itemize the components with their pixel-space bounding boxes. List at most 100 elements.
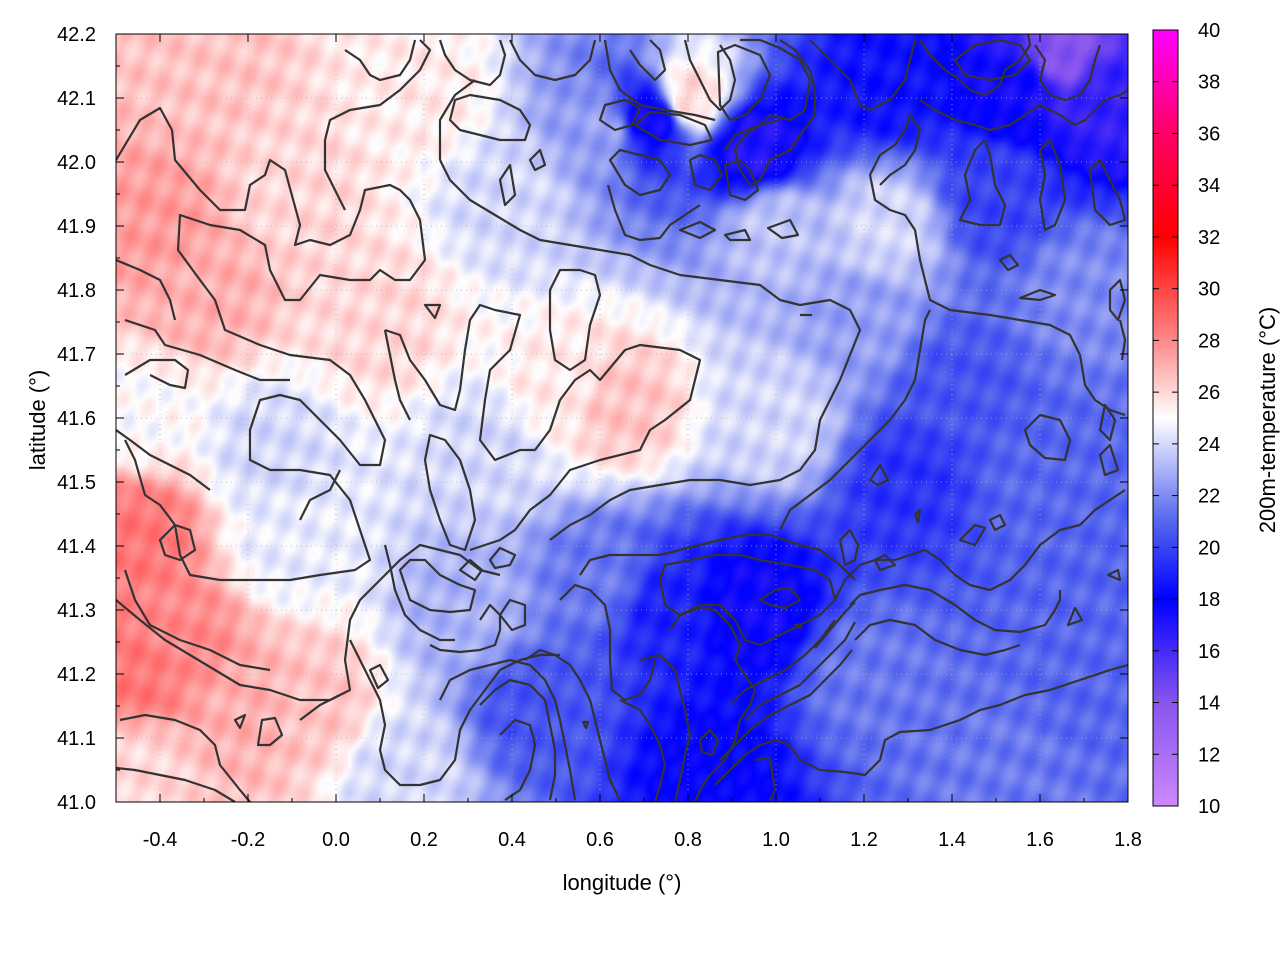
y-axis-label: latitude (°) — [25, 370, 50, 471]
contour-line — [1023, 413, 1072, 462]
contour-line — [723, 158, 760, 202]
contour-line — [608, 148, 672, 197]
contour-line — [766, 218, 800, 240]
contour-line — [524, 648, 621, 801]
contour-line — [838, 528, 860, 567]
contour-line — [698, 728, 720, 757]
y-axis-tick-labels: 41.0 41.1 41.2 41.3 41.4 41.5 41.6 41.7 41.8 41.9… — [57, 24, 96, 814]
contour-line — [953, 38, 1032, 82]
contour-line — [598, 98, 642, 132]
y-tick-label: 42.0 — [57, 152, 96, 174]
contour-line — [988, 513, 1007, 532]
contour-line — [729, 619, 836, 706]
contour-line — [683, 39, 737, 112]
x-tick-label: -0.4 — [143, 829, 177, 851]
contour-line — [116, 543, 501, 702]
contour-line — [1098, 443, 1120, 477]
contour-line — [423, 433, 477, 552]
contour-line — [606, 184, 701, 242]
colorbar-tick-label: 38 — [1198, 72, 1220, 94]
contour-line — [958, 523, 987, 547]
contour-line — [619, 699, 667, 802]
x-tick-label: 0.6 — [586, 829, 614, 851]
contour-line — [116, 429, 211, 491]
y-tick-label: 41.2 — [57, 664, 96, 686]
y-tick-label: 41.1 — [57, 728, 96, 750]
x-tick-label: 1.4 — [938, 829, 966, 851]
x-axis-tick-labels: -0.4 -0.2 0.0 0.2 0.4 0.6 0.8 1.0 1.2 1.4 1.6 1.8 — [143, 829, 1142, 851]
contour-line — [528, 148, 547, 172]
contour-line — [123, 569, 271, 672]
colorbar-tick-label: 18 — [1198, 589, 1220, 611]
x-axis-label: longitude (°) — [563, 870, 682, 895]
contour-line — [448, 93, 532, 142]
contour-line — [383, 329, 411, 421]
contour-line — [1098, 403, 1117, 442]
contour-line — [658, 553, 837, 647]
contour-line — [498, 598, 527, 632]
colorbar-tick-label: 12 — [1198, 744, 1220, 766]
contour-line — [1118, 319, 1127, 361]
y-tick-label: 41.5 — [57, 472, 96, 494]
contour-line — [958, 138, 1007, 227]
contour-line — [809, 39, 917, 112]
contour-line — [868, 463, 890, 487]
colorbar-tick-label: 22 — [1198, 486, 1220, 508]
contour-line — [849, 583, 1062, 634]
contour-line — [323, 39, 432, 141]
contour-line — [344, 39, 417, 82]
colorbar-tick-labels: 10 12 14 16 18 20 22 24 26 28 30 32 34 36 38 40 — [1198, 20, 1220, 818]
y-tick-label: 41.8 — [57, 280, 96, 302]
contour-line — [124, 318, 290, 382]
contour-line — [124, 358, 190, 390]
colorbar-gradient — [1152, 29, 1179, 807]
contour-line — [158, 523, 197, 562]
contour-line — [116, 106, 427, 582]
colorbar-tick-label: 20 — [1198, 537, 1220, 559]
contour-line — [873, 553, 897, 572]
colorbar-tick-label: 10 — [1198, 796, 1220, 818]
colorbar-tick-label: 34 — [1198, 175, 1220, 197]
contour-line — [548, 268, 602, 372]
plot-border — [115, 33, 1129, 803]
contour-line — [754, 756, 777, 801]
y-tick-label: 41.4 — [57, 536, 96, 558]
contour-line — [639, 653, 692, 802]
colorbar-tick-label: 30 — [1198, 279, 1220, 301]
contour-line — [716, 43, 772, 122]
contour-line — [423, 303, 442, 320]
contour-line — [368, 663, 390, 690]
plot-area — [115, 33, 1129, 803]
contour-line — [498, 163, 517, 207]
contour-line — [1038, 138, 1067, 232]
contour-line — [913, 508, 922, 524]
contour-line — [116, 766, 236, 802]
contour-line — [1106, 568, 1122, 582]
contour-line — [349, 639, 560, 787]
contour-line — [458, 558, 484, 582]
y-tick-label: 42.1 — [57, 88, 96, 110]
contour-line — [429, 603, 502, 654]
contour-line — [854, 618, 1021, 657]
colorbar-tick-label: 14 — [1198, 693, 1220, 715]
contour-line — [559, 583, 657, 702]
contour-lines — [116, 34, 1128, 802]
colorbar-tick-label: 32 — [1198, 227, 1220, 249]
contour-line — [714, 663, 1128, 786]
contour-line — [383, 544, 455, 642]
y-tick-label: 42.2 — [57, 24, 96, 46]
contour-line — [1018, 288, 1057, 302]
x-tick-label: 0.4 — [498, 829, 526, 851]
contour-line — [438, 79, 476, 160]
colorbar: 10 12 14 16 18 20 22 24 26 28 30 32 34 36 38 40 — [1152, 20, 1220, 818]
contour-line — [758, 586, 802, 610]
contour-line — [868, 113, 1126, 417]
y-tick-label: 41.6 — [57, 408, 96, 430]
x-tick-label: 1.8 — [1114, 829, 1142, 851]
colorbar-tick-label: 26 — [1198, 382, 1220, 404]
contour-line — [793, 622, 804, 630]
colorbar-tick-label: 16 — [1198, 641, 1220, 663]
contour-line — [1034, 44, 1102, 102]
contour-line — [499, 718, 537, 801]
contour-line — [1066, 606, 1084, 627]
